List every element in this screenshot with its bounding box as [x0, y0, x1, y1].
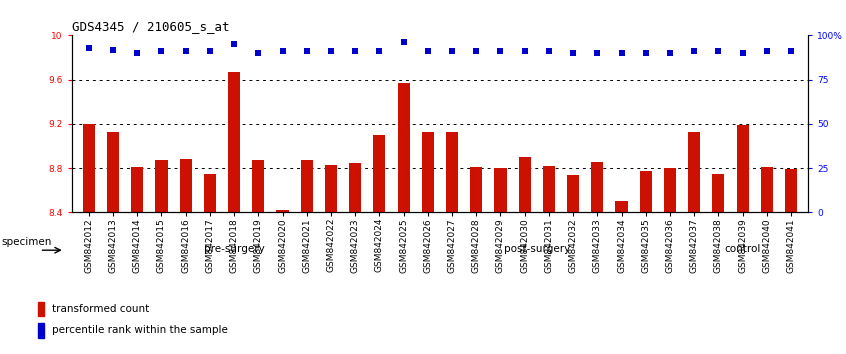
Bar — [349, 162, 361, 212]
Point — [276, 48, 289, 54]
Point — [107, 47, 120, 52]
Point — [397, 40, 410, 45]
Bar — [446, 132, 458, 212]
Point — [251, 50, 265, 56]
Point — [566, 50, 580, 56]
Text: percentile rank within the sample: percentile rank within the sample — [52, 325, 228, 335]
Point — [639, 50, 652, 56]
Bar — [640, 171, 651, 212]
Bar — [761, 167, 773, 212]
Bar — [204, 174, 216, 212]
Bar — [228, 72, 240, 212]
Point — [445, 48, 459, 54]
Bar — [470, 167, 482, 212]
Bar — [156, 160, 168, 212]
Bar — [252, 160, 265, 212]
Text: post-surgery: post-surgery — [503, 244, 570, 254]
Point — [82, 45, 96, 51]
Point — [300, 48, 314, 54]
Bar — [373, 135, 386, 212]
Bar — [664, 168, 676, 212]
Bar — [785, 169, 797, 212]
Point — [784, 48, 798, 54]
Point — [228, 41, 241, 47]
Bar — [615, 201, 628, 212]
Bar — [519, 157, 530, 212]
Point — [615, 50, 629, 56]
Point — [591, 50, 604, 56]
Text: control: control — [724, 244, 761, 254]
Bar — [300, 160, 313, 212]
Point — [470, 48, 483, 54]
Text: GDS4345 / 210605_s_at: GDS4345 / 210605_s_at — [72, 20, 229, 33]
Point — [518, 48, 531, 54]
Bar — [83, 124, 95, 212]
Point — [203, 48, 217, 54]
Bar — [107, 132, 119, 212]
Bar — [494, 168, 507, 212]
Point — [372, 48, 386, 54]
Point — [687, 48, 700, 54]
Bar — [543, 166, 555, 212]
Bar — [179, 159, 192, 212]
Text: transformed count: transformed count — [52, 304, 150, 314]
Point — [711, 48, 725, 54]
Text: specimen: specimen — [2, 237, 52, 247]
Point — [760, 48, 773, 54]
Bar — [712, 174, 724, 212]
Bar — [591, 161, 603, 212]
Bar — [567, 175, 580, 212]
Point — [421, 48, 435, 54]
Bar — [398, 83, 409, 212]
Bar — [131, 167, 143, 212]
Point — [494, 48, 508, 54]
Point — [542, 48, 556, 54]
Point — [663, 50, 677, 56]
Bar — [39, 302, 44, 316]
Bar — [422, 132, 434, 212]
Point — [324, 48, 338, 54]
Point — [736, 50, 750, 56]
Bar — [277, 210, 288, 212]
Bar — [325, 165, 337, 212]
Bar — [39, 323, 44, 338]
Point — [349, 48, 362, 54]
Point — [179, 48, 193, 54]
Bar — [737, 125, 749, 212]
Bar — [688, 132, 700, 212]
Text: pre-surgery: pre-surgery — [204, 244, 265, 254]
Point — [130, 50, 144, 56]
Point — [155, 48, 168, 54]
